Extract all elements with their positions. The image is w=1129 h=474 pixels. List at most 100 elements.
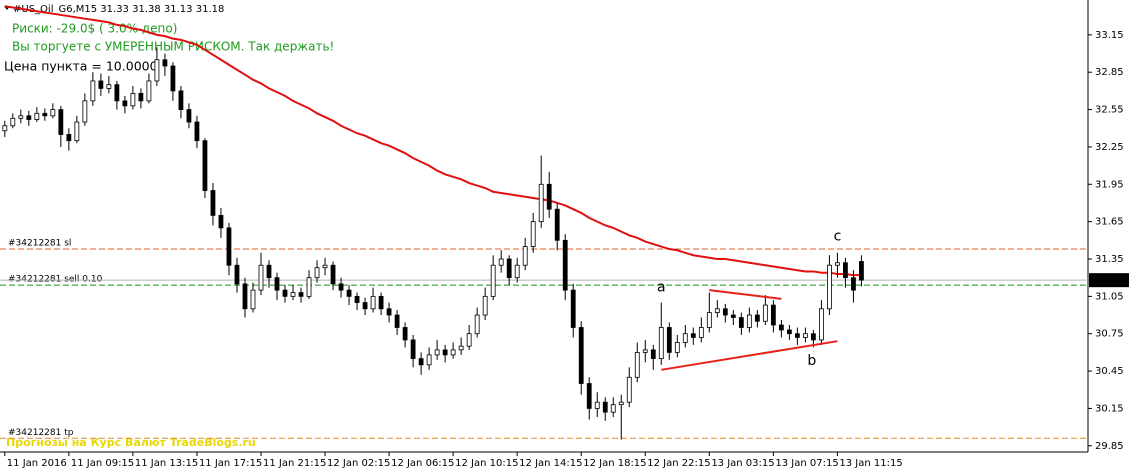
candle-body [234,264,240,285]
candle-body [786,329,792,335]
candle-body [506,258,512,279]
point-value: Цена пункта = 10.0000 [4,59,158,74]
candle-body [250,289,256,310]
candle-body [442,349,448,356]
candle-body [266,264,272,279]
candle-body [682,333,688,343]
candle-body [754,314,760,322]
candle-body [746,314,752,328]
order-level-label: #34212281 sell 0.10 [8,275,103,285]
candle-body [242,283,248,310]
candle-body [490,264,496,297]
y-tick-label: 29.85 [1095,441,1124,452]
x-tick-label: 13 Jan 11:15 [839,458,902,469]
candle-body [218,215,224,229]
candle-body [170,65,176,92]
candle-body [298,292,304,297]
candle-body [162,59,168,67]
x-tick-label: 13 Jan 07:15 [775,458,838,469]
candle-body [482,295,488,316]
candle-body [306,277,312,297]
candle-body [730,314,736,318]
candle-body [402,327,408,341]
candle-body [458,345,464,351]
x-tick-label: 11 Jan 13:15 [135,458,198,469]
candle-body [42,112,48,117]
candle-body [794,333,800,338]
annotation: a [657,280,666,296]
candle-body [674,342,680,353]
candle-body [386,308,392,316]
candle-body [50,109,56,117]
candle-body [370,295,376,310]
candle-body [714,308,720,313]
candle-body [466,333,472,347]
candle-body [570,289,576,328]
candle-body [562,239,568,291]
y-tick-label: 32.25 [1095,142,1124,153]
x-tick-label: 12 Jan 10:15 [455,458,518,469]
x-tick-label: 13 Jan 03:15 [711,458,774,469]
candle-body [851,277,856,291]
candle-body [514,264,520,279]
candle-body [98,80,104,89]
candle-body [819,308,824,341]
y-tick-label: 32.85 [1095,67,1124,78]
candle-body [106,84,112,89]
candle-body [434,349,440,356]
candle-body [554,208,560,241]
y-tick-label: 33.15 [1095,30,1124,41]
candle-body [290,292,296,297]
x-tick-label: 11 Jan 21:15 [263,458,326,469]
candle-body [378,295,384,310]
candle-body [810,333,816,341]
candle-body [578,327,584,384]
candle-body [722,308,728,316]
candle-body [362,302,368,310]
candle-body [418,358,424,366]
candle-body [778,324,784,331]
candle-body [762,304,768,322]
candle-body [90,80,96,102]
candle-body [314,267,320,279]
candle-body [642,349,648,353]
candle-body [706,312,712,328]
candle-body [410,339,416,360]
candle-body [122,100,128,107]
candle-body [450,349,456,356]
x-tick-label: 12 Jan 18:15 [583,458,646,469]
candle-body [827,264,832,310]
candle-body [10,117,16,127]
candle-body [258,264,264,291]
x-tick-label: 12 Jan 02:15 [327,458,390,469]
order-level-label: #34212281 sl [8,239,71,249]
y-tick-label: 30.75 [1095,329,1124,340]
y-tick-label: 31.65 [1095,217,1124,228]
y-tick-label: 31.95 [1095,179,1124,190]
candle-body [338,283,344,291]
candle-body [618,401,624,406]
chart-title: #US_Oil_G6,M15 31.33 31.38 31.13 31.18 [13,4,224,15]
candle-body [146,80,152,102]
x-tick-label: 11 Jan 17:15 [199,458,262,469]
risk-message: Вы торгуете с УМЕРЕННЫМ РИСКОМ. Так держ… [12,40,334,54]
candle-body [202,140,208,191]
candle-body [322,264,328,269]
candle-body [354,295,360,303]
y-tick-label: 30.15 [1095,403,1124,414]
candle-body [426,354,432,366]
candle-body [610,404,616,413]
y-tick-label: 31.05 [1095,291,1124,302]
order-level-label: #34212281 tp [8,428,74,438]
candle-body [114,84,120,102]
candle-body [538,183,544,223]
candle-body [530,221,536,247]
y-tick-label: 30.45 [1095,366,1124,377]
candle-body [594,401,600,409]
candle-body [698,327,704,338]
y-tick-label: 31.35 [1095,254,1124,265]
candle-body [658,327,664,360]
y-tick-label: 32.55 [1095,105,1124,116]
